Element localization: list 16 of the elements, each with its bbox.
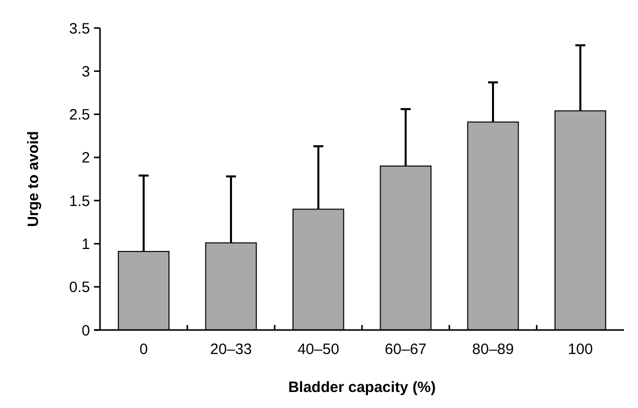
- x-tick-label: 60–67: [384, 341, 427, 358]
- y-tick-label: 2: [82, 150, 90, 167]
- y-tick-label: 1: [82, 236, 90, 253]
- y-tick-label: 1.5: [69, 192, 90, 210]
- y-axis-title: Urge to avoid: [25, 131, 42, 227]
- x-tick-label: 20–33: [210, 341, 252, 358]
- y-tick-label: 3: [82, 63, 90, 80]
- y-tick-label: 3.5: [69, 20, 90, 38]
- x-tick-label: 100: [568, 341, 593, 358]
- y-tick-label: 0: [82, 322, 90, 340]
- x-tick-label: 0: [139, 341, 148, 358]
- x-axis-title: Bladder capacity (%): [288, 379, 436, 396]
- y-tick-label: 0.5: [69, 279, 90, 296]
- x-tick-label: 40–50: [297, 341, 340, 358]
- x-tick-label: 80–89: [472, 341, 514, 358]
- y-tick-label: 2.5: [69, 106, 90, 124]
